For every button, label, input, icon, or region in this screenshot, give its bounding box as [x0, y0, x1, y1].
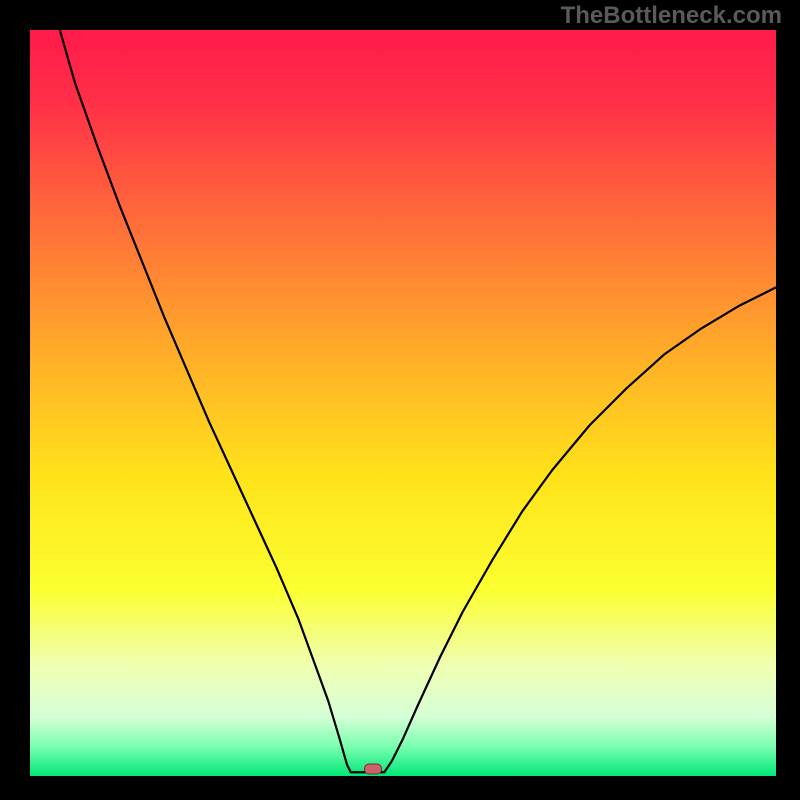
plot-area — [30, 30, 776, 776]
watermark-text: TheBottleneck.com — [561, 2, 782, 30]
gradient-background — [30, 30, 776, 776]
optimal-point-marker — [364, 764, 382, 775]
